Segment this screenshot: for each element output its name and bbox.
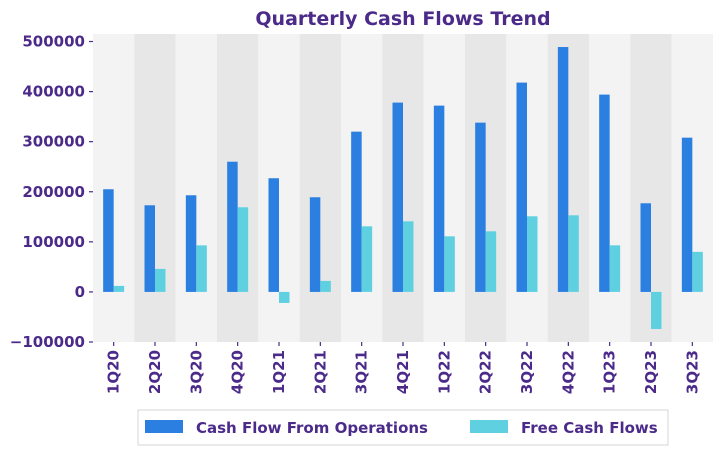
chart-title: Quarterly Cash Flows Trend	[255, 8, 550, 30]
y-tick-label: 300000	[22, 133, 85, 151]
bar-cfo-4Q21	[392, 102, 403, 292]
bar-fcf-2Q20	[155, 268, 166, 292]
bar-fcf-2Q22	[485, 231, 497, 292]
x-tick-label: 2Q20	[146, 350, 164, 394]
bar-fcf-4Q20	[237, 207, 249, 292]
bar-cfo-3Q21	[351, 131, 362, 292]
x-axis: 1Q20 2Q20 3Q20 4Q20 1Q21 2Q21 3Q21 4Q21 1Q22 2Q22…	[105, 342, 701, 394]
x-tick-label: 2Q23	[642, 350, 660, 394]
bar-cfo-4Q20	[227, 161, 238, 292]
y-tick-label: 0	[75, 283, 85, 301]
bar-fcf-1Q22	[444, 236, 455, 292]
bar-cfo-1Q22	[433, 105, 445, 292]
bar-cfo-2Q20	[144, 205, 155, 292]
bar-fcf-2Q21	[320, 280, 331, 292]
x-tick-label: 1Q21	[270, 350, 288, 394]
background-band	[341, 34, 383, 342]
x-tick-label: 1Q20	[105, 350, 123, 394]
y-tick-label: 500000	[22, 33, 85, 51]
bar-cfo-2Q22	[475, 122, 486, 292]
legend-label-fcf: Free Cash Flows	[521, 419, 658, 437]
bar-cfo-2Q21	[309, 197, 321, 292]
bar-fcf-1Q23	[609, 245, 621, 292]
y-tick-label: 200000	[22, 183, 85, 201]
legend-label-cfo: Cash Flow From Operations	[196, 419, 428, 437]
bar-fcf-3Q21	[361, 226, 373, 292]
x-tick-label: 3Q22	[518, 350, 536, 394]
y-tick-label: 100000	[22, 233, 85, 251]
x-tick-label: 1Q23	[601, 350, 619, 394]
bar-cfo-2Q23	[640, 203, 651, 292]
x-tick-label: 3Q20	[187, 350, 205, 394]
bar-fcf-3Q22	[527, 216, 538, 292]
background-band	[671, 34, 713, 342]
bar-cfo-1Q23	[599, 94, 610, 292]
x-tick-label: 3Q21	[353, 350, 371, 394]
x-tick-label: 3Q23	[683, 350, 701, 394]
y-axis: −100000 0 100000 200000 300000 400000 500000	[10, 33, 93, 351]
legend-swatch-cfo	[145, 420, 183, 433]
bar-fcf-1Q20	[113, 285, 125, 292]
bar-fcf-4Q22	[568, 215, 579, 292]
legend: Cash Flow From Operations Free Cash Flow…	[137, 409, 669, 446]
y-tick-label: 400000	[22, 83, 85, 101]
bar-cfo-4Q22	[557, 47, 569, 292]
background-band	[93, 34, 135, 342]
x-tick-label: 4Q20	[229, 350, 247, 394]
x-tick-label: 2Q21	[311, 350, 329, 394]
legend-swatch-fcf	[470, 420, 508, 433]
bar-fcf-1Q21	[279, 291, 290, 303]
bar-fcf-3Q20	[196, 245, 207, 292]
x-tick-label: 4Q22	[559, 350, 577, 394]
background-band	[175, 34, 217, 342]
bars	[103, 47, 703, 329]
background-band	[547, 34, 589, 342]
bar-cfo-3Q22	[516, 82, 527, 292]
bar-cfo-3Q20	[185, 195, 197, 292]
background-band	[465, 34, 507, 342]
bar-fcf-4Q21	[403, 221, 414, 292]
bar-cfo-3Q23	[681, 137, 693, 292]
x-tick-label: 2Q22	[477, 350, 495, 394]
x-tick-label: 1Q22	[435, 350, 453, 394]
bar-fcf-3Q23	[692, 251, 703, 292]
bar-cfo-1Q21	[268, 178, 279, 292]
bar-cfo-1Q20	[103, 189, 114, 292]
y-tick-label: −100000	[10, 333, 85, 351]
x-tick-label: 4Q21	[394, 350, 412, 394]
background-band	[134, 34, 176, 342]
background-band	[299, 34, 341, 342]
legend-box	[137, 409, 669, 446]
bar-fcf-2Q23	[651, 291, 662, 329]
